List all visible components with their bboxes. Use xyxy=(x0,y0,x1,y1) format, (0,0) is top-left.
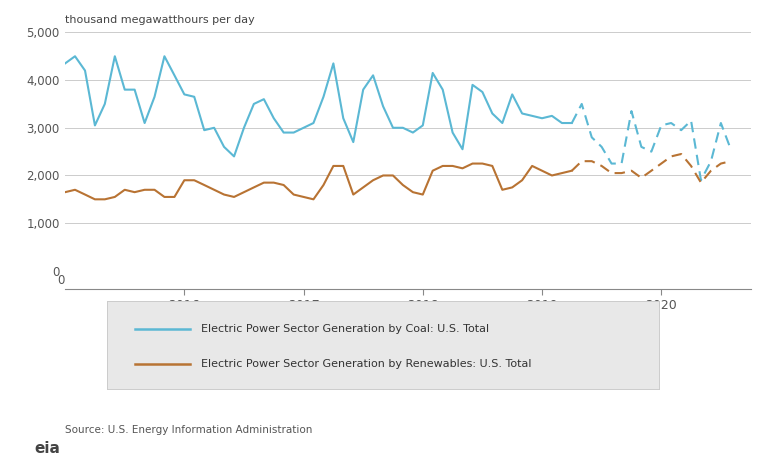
Text: Electric Power Sector Generation by Renewables: U.S. Total: Electric Power Sector Generation by Rene… xyxy=(201,359,532,369)
Text: eia: eia xyxy=(34,441,61,456)
Text: thousand megawatthours per day: thousand megawatthours per day xyxy=(65,15,255,25)
Text: Source: U.S. Energy Information Administration: Source: U.S. Energy Information Administ… xyxy=(65,425,313,435)
Text: 0: 0 xyxy=(57,274,65,287)
Text: Electric Power Sector Generation by Coal: U.S. Total: Electric Power Sector Generation by Coal… xyxy=(201,324,489,334)
